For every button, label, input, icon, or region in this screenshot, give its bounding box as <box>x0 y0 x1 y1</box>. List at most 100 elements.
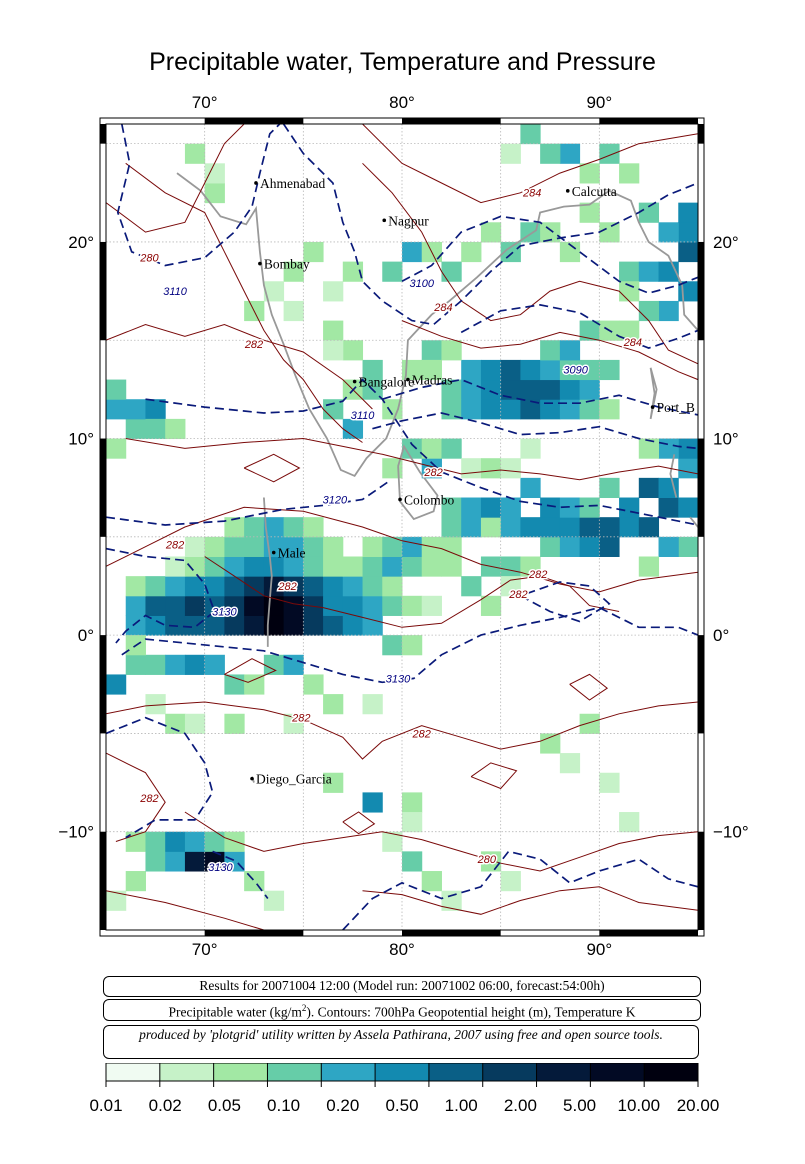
pw-cell <box>619 261 640 282</box>
pw-cell <box>678 438 698 459</box>
colorbar-swatch <box>267 1063 322 1081</box>
variables-info-text-a: Precipitable water (kg/m <box>168 1004 302 1020</box>
pw-cell <box>441 399 462 420</box>
y-tick-label-left: 20° <box>68 233 94 252</box>
pw-cell <box>184 713 206 734</box>
temperature-contour <box>106 701 698 760</box>
pw-cell <box>540 497 561 518</box>
pw-cell <box>106 399 127 420</box>
contour-label: 282 <box>139 793 158 805</box>
pw-cell <box>520 359 541 381</box>
pw-cell <box>619 281 640 302</box>
colorbar-label: 10.00 <box>617 1096 661 1115</box>
map-frame <box>99 117 705 937</box>
pw-cell <box>421 595 442 616</box>
pw-cell <box>540 143 561 164</box>
variables-info-sup: 2 <box>301 1003 307 1013</box>
city-marker <box>650 405 655 409</box>
colorbar-label: 0.02 <box>148 1096 182 1115</box>
pw-cell <box>540 340 561 361</box>
pw-cell <box>559 379 581 400</box>
pw-cell <box>184 851 206 872</box>
pw-cell <box>520 379 541 400</box>
pw-cell <box>520 517 541 538</box>
pw-cell <box>106 674 127 695</box>
pw-cell <box>184 143 206 164</box>
pw-cell <box>638 556 660 577</box>
pw-cell <box>184 556 206 577</box>
pw-cell <box>165 831 186 852</box>
pw-cell <box>303 536 324 557</box>
city-label: Calcutta <box>572 184 617 199</box>
contour-label: 282 <box>412 728 431 740</box>
pw-cell <box>362 615 383 636</box>
pw-cell <box>165 418 186 440</box>
pw-cell <box>619 517 640 538</box>
pw-cell <box>619 497 640 518</box>
pw-cell <box>303 517 324 538</box>
pw-cell <box>145 595 166 616</box>
contour-label: 282 <box>277 581 296 593</box>
coastline-path <box>176 172 698 478</box>
city-marker <box>398 497 402 502</box>
pw-cell <box>599 772 620 793</box>
axis-tick-labels: 70° 70° 80° 80° 90° 90° 20° 20° 10° 10° 0° 0° −10° −1… <box>58 93 748 959</box>
pw-cell <box>500 458 521 479</box>
variables-info-box: Precipitable water (kg/m2). Contours: 70… <box>103 999 701 1021</box>
contour-label: 284 <box>433 302 452 314</box>
pw-cell <box>402 536 423 557</box>
frame-segment <box>100 124 106 144</box>
coastline-path <box>263 497 273 647</box>
pw-cell <box>165 654 186 675</box>
precipitable-water-cells <box>106 124 698 911</box>
pw-cell <box>540 399 561 420</box>
pw-cell <box>599 477 620 499</box>
pw-cell <box>619 812 640 833</box>
pw-cell <box>520 477 541 499</box>
contour-label: 3130 <box>212 606 237 618</box>
pw-cell <box>579 163 600 184</box>
y-tick-label-left: 0° <box>78 626 94 645</box>
pw-cell <box>658 222 679 243</box>
contour-label: 3090 <box>563 365 588 377</box>
geopotential-contour <box>121 606 698 684</box>
pw-cell <box>421 438 442 459</box>
pw-cell <box>441 890 462 911</box>
chart-title: Precipitable water, Temperature and Pres… <box>149 48 656 76</box>
pw-cell <box>283 300 304 322</box>
contour-label: 282 <box>165 540 184 552</box>
pw-cell <box>421 458 442 479</box>
temperature-contour <box>106 890 265 930</box>
pw-cell <box>224 595 245 616</box>
pw-cell <box>599 222 620 243</box>
colorbar-label: 0.05 <box>207 1096 241 1115</box>
pw-cell <box>362 595 383 616</box>
credits-info-box: produced by 'plotgrid' utility written b… <box>103 1025 699 1059</box>
frame-segment <box>402 118 501 124</box>
pw-cell <box>224 517 245 538</box>
contour-label: 3110 <box>351 410 376 422</box>
pw-cell <box>500 399 521 420</box>
pw-cell <box>500 576 521 597</box>
pw-cell <box>441 438 462 459</box>
pw-cell <box>520 556 541 577</box>
pw-cell <box>303 615 324 636</box>
pw-cell <box>263 576 285 597</box>
geopotential-contour <box>106 547 216 644</box>
graticule <box>106 124 699 930</box>
x-tick-label-top: 70° <box>192 93 218 112</box>
pw-cell <box>619 163 640 184</box>
city-label: Port_B <box>657 400 695 415</box>
geopotential-contour <box>282 124 698 326</box>
pw-cell <box>303 241 324 263</box>
frame-segment <box>100 241 106 341</box>
pw-cell <box>323 772 344 793</box>
pw-cell <box>283 536 304 557</box>
pw-cell <box>224 851 245 872</box>
city-label: Nagpur <box>388 213 429 228</box>
pw-cell <box>520 438 541 459</box>
x-tick-label-bottom: 80° <box>389 940 415 959</box>
pw-cell <box>441 556 462 577</box>
coastline <box>176 172 698 783</box>
